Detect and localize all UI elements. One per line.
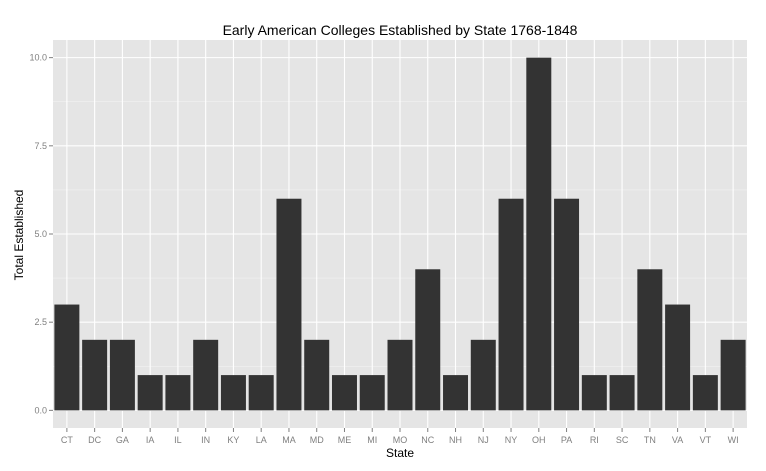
bar-NC [415,269,441,411]
bar-GA [109,339,135,411]
x-tick-label-TN: TN [644,435,656,445]
y-axis: 0.0 2.5 5.0 7.5 10.0 [29,53,53,415]
bar-NY [498,198,524,411]
bar-CT [54,304,80,411]
x-axis-title: State [386,446,414,460]
x-tick-label-DC: DC [88,435,101,445]
x-tick-label-MD: MD [310,435,324,445]
bar-IA [137,375,163,411]
chart-title: Early American Colleges Established by S… [223,22,578,38]
x-tick-label-WI: WI [728,435,739,445]
bar-VT [692,375,718,411]
x-tick-label-VA: VA [672,435,683,445]
y-axis-title: Total Established [12,190,26,281]
y-tick-label: 5.0 [34,229,47,239]
bars [54,57,746,411]
bar-MD [304,339,330,411]
bar-LA [248,375,274,411]
bar-TN [637,269,663,411]
x-tick-label-GA: GA [116,435,129,445]
bar-WI [720,339,746,411]
bar-PA [554,198,580,411]
x-tick-label-NC: NC [421,435,434,445]
x-tick-label-IA: IA [146,435,155,445]
bar-KY [220,375,246,411]
x-tick-label-CT: CT [61,435,73,445]
x-tick-label-NY: NY [505,435,518,445]
bar-MA [276,198,302,411]
bar-VA [665,304,691,411]
bar-SC [609,375,635,411]
x-tick-label-NH: NH [449,435,462,445]
x-tick-label-IN: IN [201,435,210,445]
x-tick-label-ME: ME [338,435,352,445]
x-tick-label-IL: IL [174,435,182,445]
bar-NJ [470,339,496,411]
x-axis: CT DC GA IA IL IN KY LA MA MD ME MI MO NC NH NJ NY OH PA RI… [61,428,739,445]
bar-OH [526,57,552,411]
y-tick-label: 10.0 [29,53,47,63]
bar-MI [359,375,385,411]
bar-MO [387,339,413,411]
x-tick-label-KY: KY [227,435,239,445]
y-tick-label: 7.5 [34,141,47,151]
x-tick-label-LA: LA [256,435,267,445]
x-tick-label-NJ: NJ [478,435,489,445]
x-tick-label-MO: MO [393,435,408,445]
x-tick-label-MA: MA [282,435,296,445]
x-tick-label-RI: RI [590,435,599,445]
bar-NH [443,375,469,411]
x-tick-label-SC: SC [616,435,629,445]
x-tick-label-MI: MI [367,435,377,445]
bar-DC [82,339,108,411]
bar-RI [581,375,607,411]
bar-ME [331,375,357,411]
bar-IL [165,375,191,411]
x-tick-label-PA: PA [561,435,572,445]
y-tick-label: 0.0 [34,405,47,415]
bar-IN [193,339,219,411]
x-tick-label-VT: VT [700,435,712,445]
y-tick-label: 2.5 [34,317,47,327]
x-tick-label-OH: OH [532,435,546,445]
